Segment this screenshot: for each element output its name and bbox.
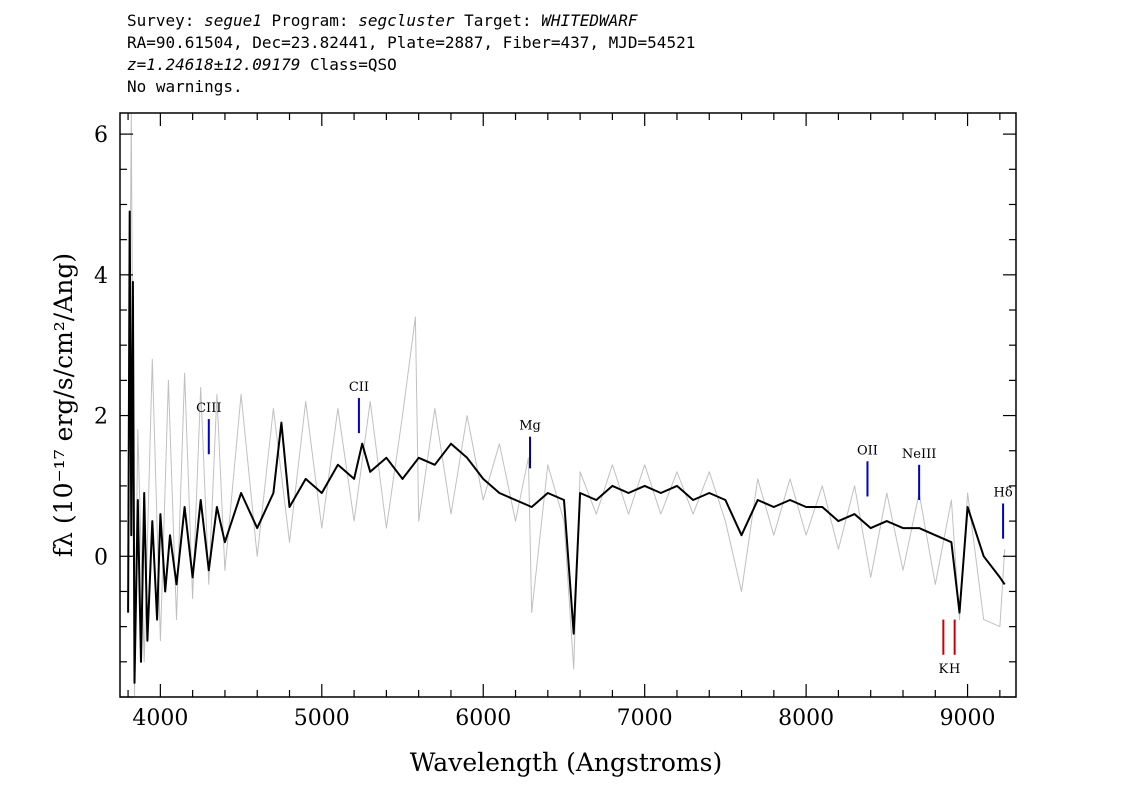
y-axis-title: fλ (10⁻¹⁷ erg/s/cm²/Ang): [49, 253, 78, 557]
emission-line-label: NeIII: [902, 447, 936, 462]
y-tick-label: 2: [94, 405, 108, 430]
target-label: Target:: [454, 11, 542, 30]
program-value: segcluster: [358, 11, 455, 30]
axes: 4000 5000 6000 7000 8000 9000 0 2 4 6: [94, 112, 1017, 731]
header-warnings-line: No warnings.: [127, 77, 243, 96]
redshift-value: z=1.24618±12.09179: [127, 55, 301, 74]
y-tick-label: 0: [94, 545, 108, 570]
spectrum-error-line: [127, 113, 1006, 697]
x-tick-label: 8000: [778, 706, 834, 731]
header-survey-line: Survey: segue1 Program: segcluster Targe…: [127, 10, 695, 32]
plot-area: CIII CII Mg OII NeIII Hδ K H: [127, 113, 1013, 697]
class-value: Class=QSO: [300, 55, 397, 74]
program-label: Program:: [261, 11, 359, 30]
y-tick-label: 6: [94, 123, 108, 148]
spectrum-flux-line: [127, 210, 1006, 684]
survey-value: segue1: [204, 11, 262, 30]
emission-line-label: CIII: [196, 401, 221, 416]
y-tick-label: 4: [94, 264, 108, 289]
x-tick-label: 9000: [940, 706, 996, 731]
survey-label: Survey:: [127, 11, 205, 30]
emission-line-label: Hδ: [993, 486, 1012, 501]
spectrum-header: Survey: segue1 Program: segcluster Targe…: [127, 10, 695, 98]
absorption-line-label: K: [938, 662, 948, 677]
x-tick-label: 5000: [294, 706, 350, 731]
emission-line-label: OII: [857, 443, 878, 458]
emission-line-label: Mg: [519, 419, 541, 434]
target-value: WHITEDWARF: [541, 11, 638, 30]
absorption-line-label: H: [949, 662, 960, 677]
plot-frame: [119, 112, 1017, 698]
x-axis-title: Wavelength (Angstroms): [410, 748, 722, 777]
x-tick-label: 7000: [617, 706, 673, 731]
x-tick-label: 4000: [132, 706, 188, 731]
x-tick-label: 6000: [455, 706, 511, 731]
header-redshift-line: z=1.24618±12.09179 Class=QSO: [127, 54, 695, 76]
header-coordinates-line: RA=90.61504, Dec=23.82441, Plate=2887, F…: [127, 33, 696, 52]
emission-line-label: CII: [349, 380, 369, 395]
